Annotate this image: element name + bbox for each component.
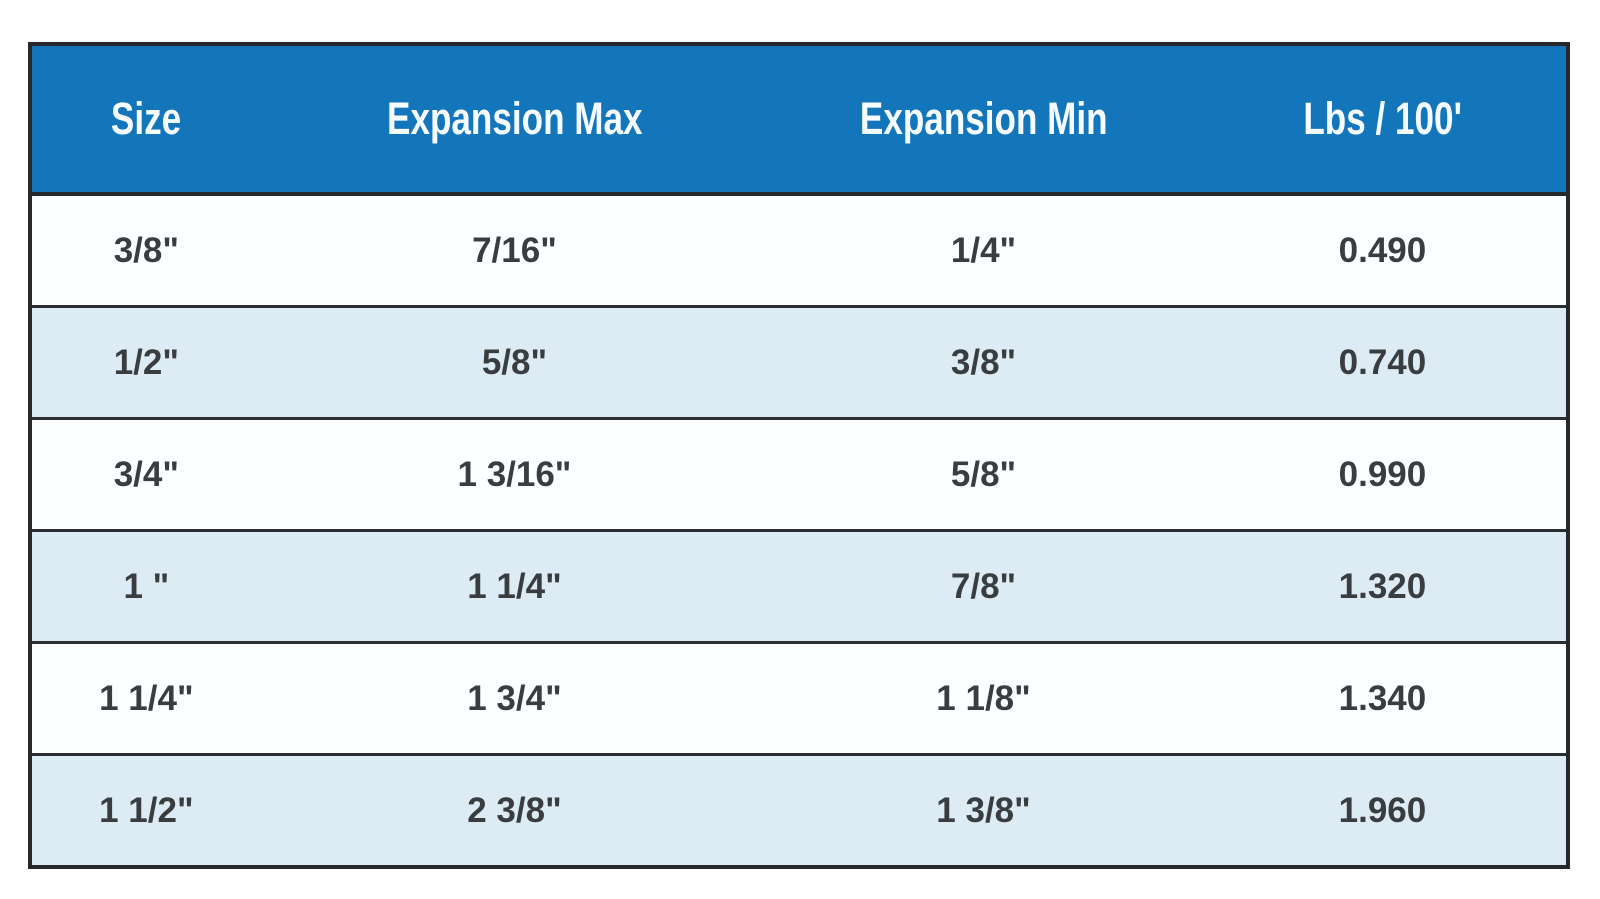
column-header-lbs-per-100ft-label: Lbs / 100' (1303, 93, 1462, 144)
cell-lbs-per-100ft: 1.320 (1198, 529, 1568, 643)
cell-expansion-min: 5/8" (768, 417, 1199, 531)
cell-size: 1 1/4" (30, 641, 261, 755)
cell-expansion-min: 1 1/8" (768, 641, 1199, 755)
table-row: 1/2" 5/8" 3/8" 0.740 (30, 305, 1568, 419)
table-row: 1 1/4" 1 3/4" 1 1/8" 1.340 (30, 641, 1568, 755)
column-header-expansion-min-label: Expansion Min (859, 93, 1108, 144)
column-header-size-label: Size (111, 93, 182, 144)
expansion-spec-table: Size Expansion Max Expansion Min Lbs / 1… (28, 42, 1570, 869)
cell-expansion-max: 5/8" (260, 305, 769, 419)
table-header-row: Size Expansion Max Expansion Min Lbs / 1… (30, 44, 1568, 196)
cell-lbs-per-100ft: 0.740 (1198, 305, 1568, 419)
cell-expansion-max: 1 3/16" (260, 417, 769, 531)
table-row: 3/8" 7/16" 1/4" 0.490 (30, 194, 1568, 307)
cell-expansion-min: 3/8" (768, 305, 1199, 419)
cell-lbs-per-100ft: 1.960 (1198, 753, 1568, 867)
cell-expansion-max: 7/16" (472, 230, 557, 270)
column-header-expansion-max-label: Expansion Max (386, 93, 643, 144)
cell-expansion-max: 1 1/4" (260, 529, 769, 643)
cell-size: 3/8" (113, 230, 179, 270)
cell-size: 1 " (30, 529, 261, 643)
cell-expansion-max: 2 3/8" (260, 753, 769, 867)
cell-size: 1 1/2" (30, 753, 261, 867)
cell-expansion-min: 1/4" (950, 230, 1017, 270)
cell-lbs-per-100ft: 0.490 (1338, 230, 1427, 270)
column-header-size: Size (30, 44, 261, 196)
cell-expansion-max: 1 3/4" (260, 641, 769, 755)
column-header-expansion-max: Expansion Max (260, 44, 769, 196)
table-row: 1 " 1 1/4" 7/8" 1.320 (30, 529, 1568, 643)
cell-expansion-min: 7/8" (768, 529, 1199, 643)
cell-lbs-per-100ft: 1.340 (1198, 641, 1568, 755)
column-header-lbs-per-100ft: Lbs / 100' (1198, 44, 1568, 196)
table-row: 1 1/2" 2 3/8" 1 3/8" 1.960 (30, 753, 1568, 867)
cell-size: 3/4" (30, 417, 261, 531)
table-row: 3/4" 1 3/16" 5/8" 0.990 (30, 417, 1568, 531)
cell-size: 1/2" (30, 305, 261, 419)
cell-lbs-per-100ft: 0.990 (1198, 417, 1568, 531)
cell-expansion-min: 1 3/8" (768, 753, 1199, 867)
column-header-expansion-min: Expansion Min (768, 44, 1199, 196)
